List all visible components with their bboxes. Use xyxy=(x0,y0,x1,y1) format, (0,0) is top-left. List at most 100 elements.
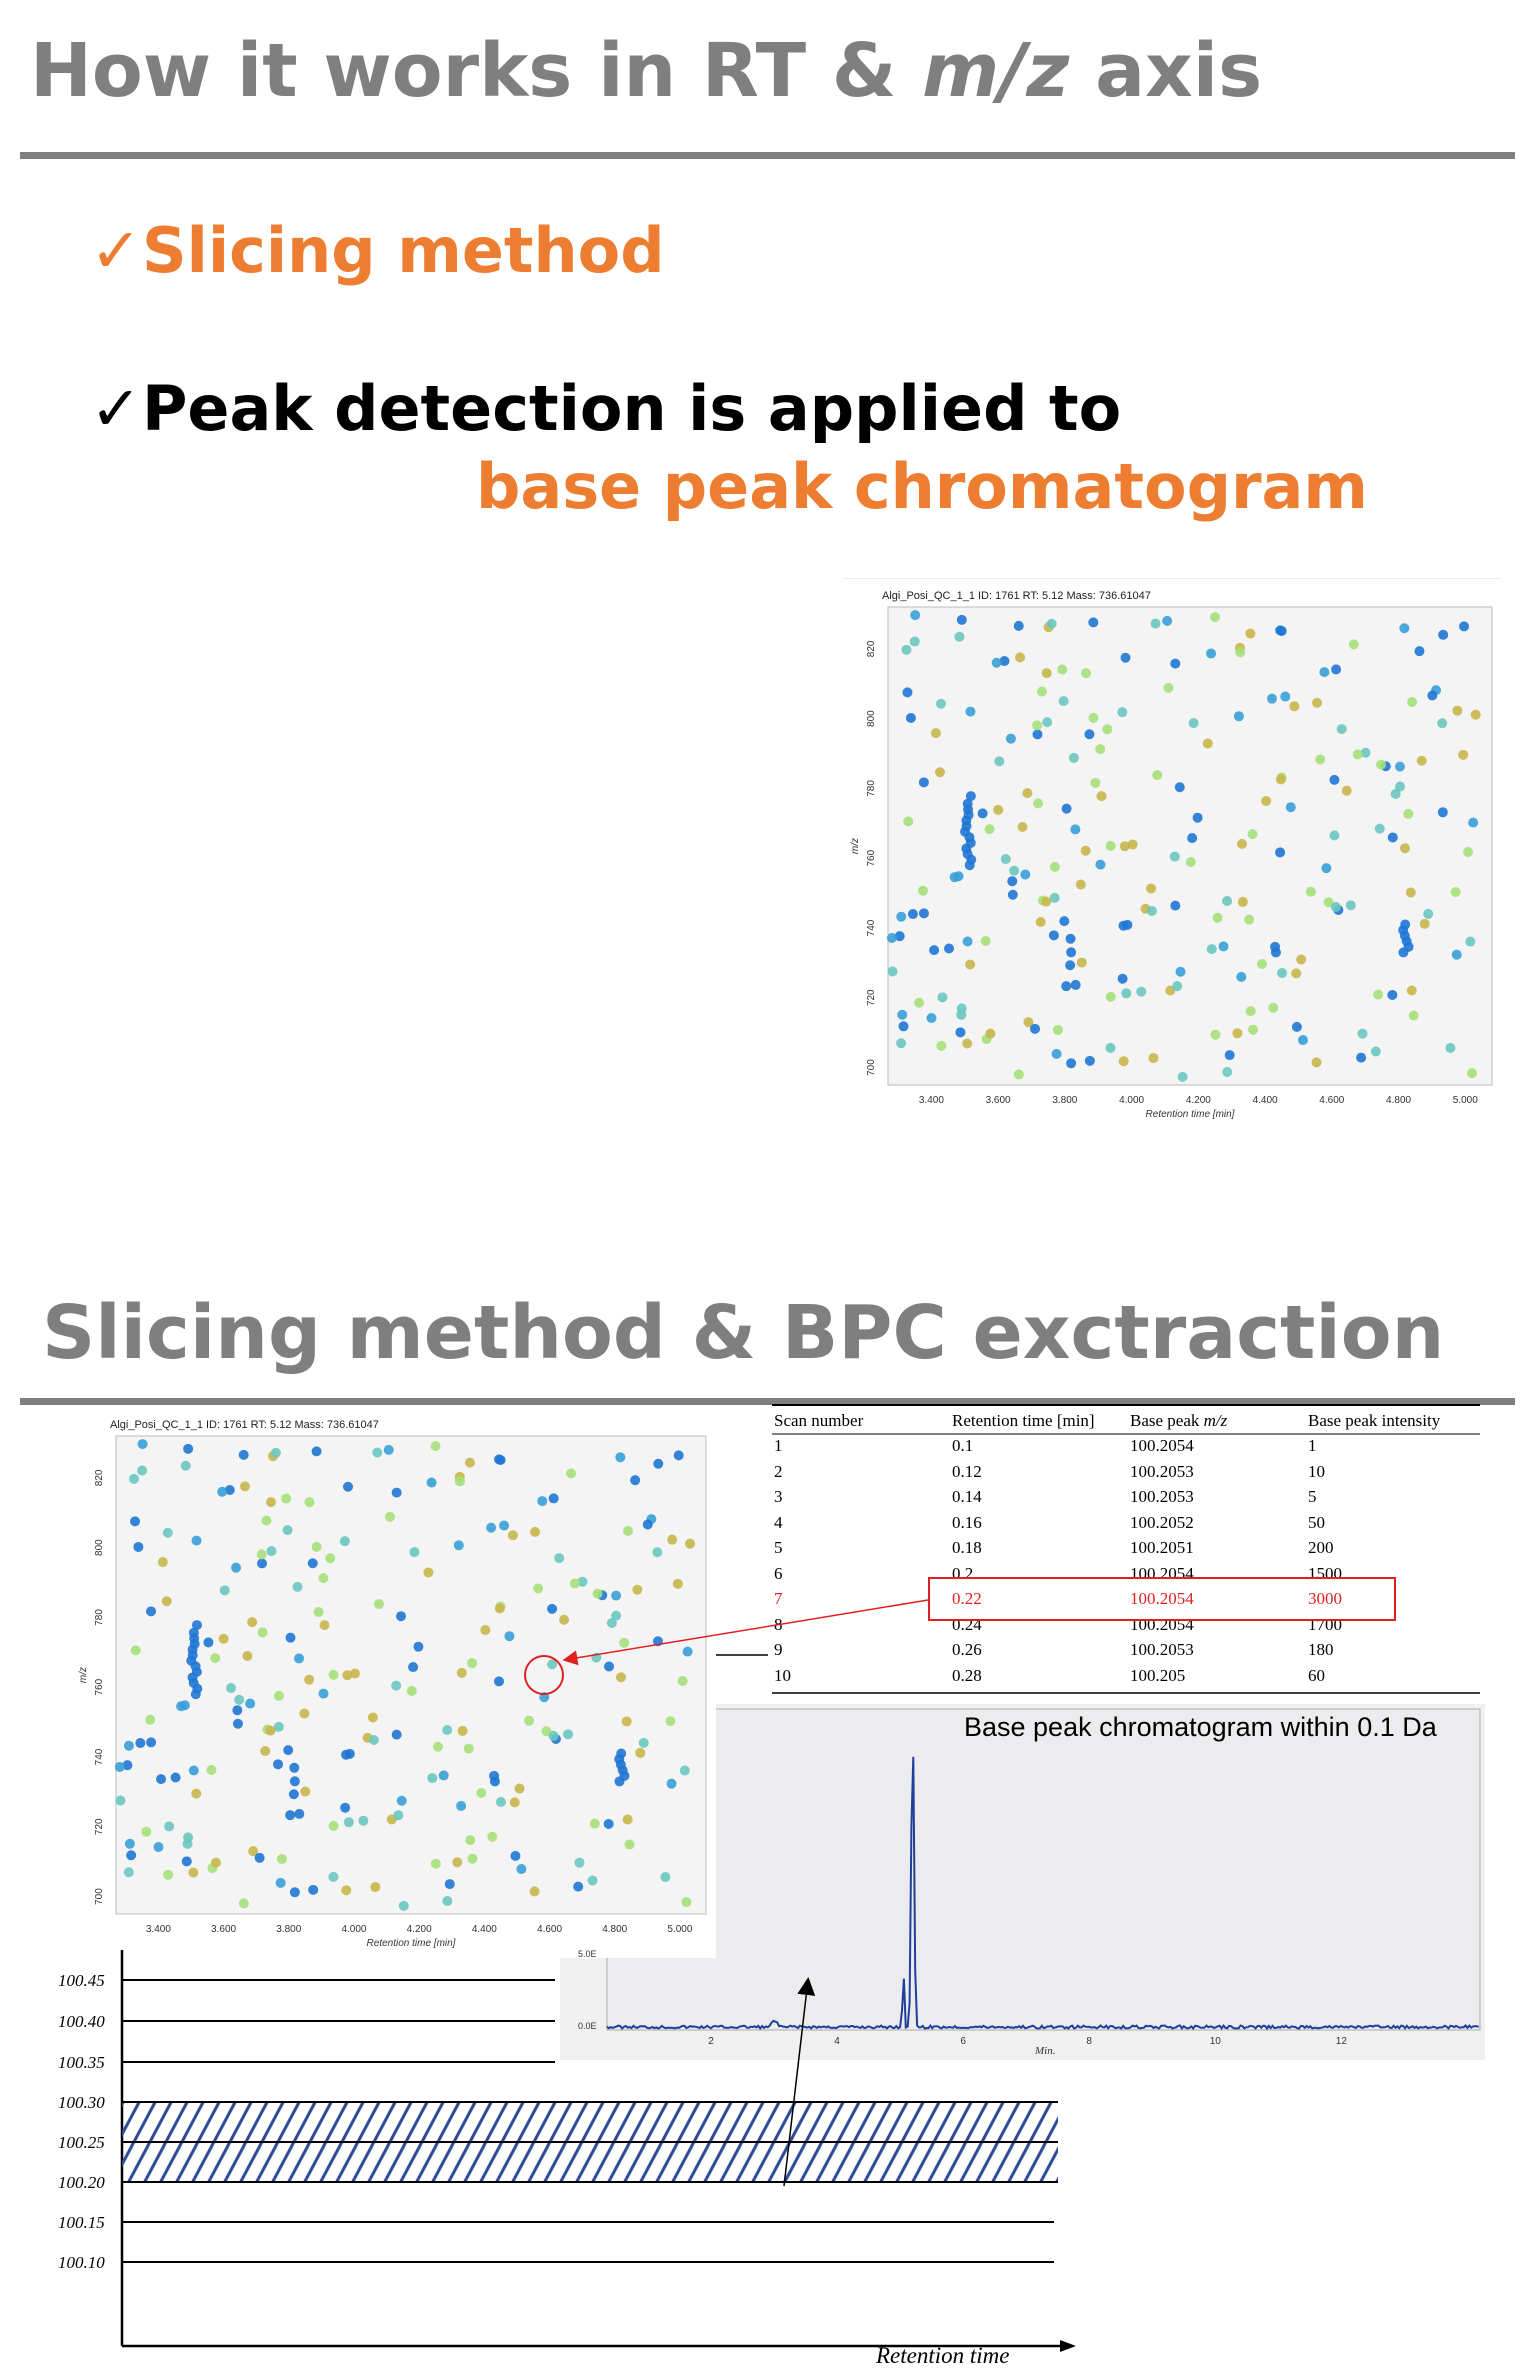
scatter-point xyxy=(391,1487,402,1498)
slide1-title: How it works in RT & m/z axis xyxy=(30,28,1262,114)
scatter-point xyxy=(141,1826,152,1837)
scatter-ytick: 740 xyxy=(866,919,877,936)
scatter-point xyxy=(1305,886,1316,897)
table-cell: 100.2053 xyxy=(1130,1461,1194,1481)
mz-label: 100.20 xyxy=(58,2173,105,2192)
bpc-title: Base peak chromatogram within 0.1 Da xyxy=(964,1712,1438,1742)
scatter-point xyxy=(1058,696,1069,707)
scatter-point xyxy=(541,1726,552,1737)
scatter-point xyxy=(285,1632,296,1643)
scatter-point xyxy=(456,1800,467,1811)
scatter-point xyxy=(318,1688,329,1699)
scatter-plot-1: Algi_Posi_QC_1_1 ID: 1761 RT: 5.12 Mass:… xyxy=(842,578,1502,1131)
table-cell: 100.2051 xyxy=(1130,1538,1194,1558)
scatter-point xyxy=(442,1896,453,1907)
scatter-point xyxy=(1127,839,1138,850)
scatter-point xyxy=(1117,973,1128,984)
scatter-point xyxy=(368,1734,379,1745)
scatter-point xyxy=(393,1810,404,1821)
scatter-point xyxy=(1120,652,1131,663)
scatter-point xyxy=(1291,968,1302,979)
scatter-point xyxy=(956,1009,967,1020)
scatter-point xyxy=(1336,724,1347,735)
scatter-xtick: 5.000 xyxy=(1453,1095,1478,1106)
scatter-point xyxy=(457,1725,468,1736)
scatter-point xyxy=(122,1760,133,1771)
scatter-point xyxy=(1095,859,1106,870)
scatter-point xyxy=(677,1675,688,1686)
scatter-point xyxy=(1218,941,1229,952)
bpc-ytick-5: 5.0E xyxy=(578,1949,597,1959)
table-cell: 180 xyxy=(1308,1640,1334,1660)
scatter-point xyxy=(304,1497,315,1508)
scatter-ytick: 720 xyxy=(94,1818,105,1835)
scatter-point xyxy=(1059,916,1070,927)
scatter-point xyxy=(247,1617,258,1628)
scatter-point xyxy=(495,1796,506,1807)
scatter-point xyxy=(1247,829,1258,840)
scatter-point xyxy=(1341,785,1352,796)
scatter-point xyxy=(493,1676,504,1687)
table-cell: 100.2054 xyxy=(1130,1589,1194,1609)
table-cell: 6 xyxy=(774,1563,783,1583)
scatter-point xyxy=(1150,618,1161,629)
scatter-point xyxy=(1416,755,1427,766)
scatter-point xyxy=(328,1820,339,1831)
scatter-point xyxy=(339,1536,350,1547)
scatter-point xyxy=(1233,711,1244,722)
scatter-point xyxy=(238,1898,249,1909)
scatter-point xyxy=(1036,686,1047,697)
scatter-point xyxy=(1297,1035,1308,1046)
check-icon: ✓ xyxy=(90,214,142,287)
scatter-point xyxy=(1270,941,1281,952)
scatter-point xyxy=(1170,658,1181,669)
scatter-point xyxy=(1280,691,1291,702)
scatter-point xyxy=(289,1762,300,1773)
scatter-point xyxy=(1275,847,1286,858)
scatter-point xyxy=(1105,991,1116,1002)
scatter-point xyxy=(1235,647,1246,658)
scatter-point xyxy=(1465,936,1476,947)
scatter-point xyxy=(486,1522,497,1533)
scatter-point xyxy=(635,1747,646,1758)
scatter-point xyxy=(1452,705,1463,716)
scatter-point xyxy=(1296,954,1307,965)
scatter-point xyxy=(1266,693,1277,704)
scatter-point xyxy=(494,1454,505,1465)
mz-label: 100.15 xyxy=(58,2213,105,2232)
scatter-point xyxy=(124,1838,135,1849)
scatter-xtick: 3.600 xyxy=(986,1095,1011,1106)
scatter-point xyxy=(162,1527,173,1538)
scatter-point xyxy=(665,1716,676,1727)
scatter-point xyxy=(1148,1053,1159,1064)
scatter-xtick: 4.600 xyxy=(1319,1095,1344,1106)
scatter-point xyxy=(1035,916,1046,927)
scatter-ytick: 760 xyxy=(94,1678,105,1695)
scatter-point xyxy=(307,1558,318,1569)
scatter-point xyxy=(499,1520,510,1531)
scatter-point xyxy=(1414,646,1425,657)
scatter-point xyxy=(1312,697,1323,708)
scatter-xtick: 3.400 xyxy=(919,1095,944,1106)
scatter-point xyxy=(157,1557,168,1568)
scatter-point xyxy=(1466,1068,1477,1079)
table-cell: 0.18 xyxy=(952,1538,982,1558)
scatter-point xyxy=(1023,1017,1034,1028)
scatter-point xyxy=(949,872,960,883)
table-cell: 5 xyxy=(1308,1487,1317,1507)
scatter-point xyxy=(1080,845,1091,856)
scatter-point xyxy=(391,1729,402,1740)
scatter-point xyxy=(1188,718,1199,729)
bullet-bpc-text: base peak chromatogram xyxy=(476,450,1368,523)
bullet-peak-detection: ✓Peak detection is applied to xyxy=(90,372,1121,445)
table-column-header: Retention time [min] xyxy=(952,1410,1095,1430)
scatter-point xyxy=(343,1817,354,1828)
scatter-point xyxy=(660,1872,671,1883)
scatter-point xyxy=(1222,1067,1233,1078)
table-cell: 3 xyxy=(774,1487,783,1507)
table-cell: 8 xyxy=(774,1614,783,1634)
slice-diagram: 100.45 100.40 100.35 100.30 100.25 100.20 100.… xyxy=(58,1950,1076,2352)
scatter-point xyxy=(444,1879,455,1890)
scatter-point xyxy=(898,1021,909,1032)
scatter-point xyxy=(240,1481,251,1492)
